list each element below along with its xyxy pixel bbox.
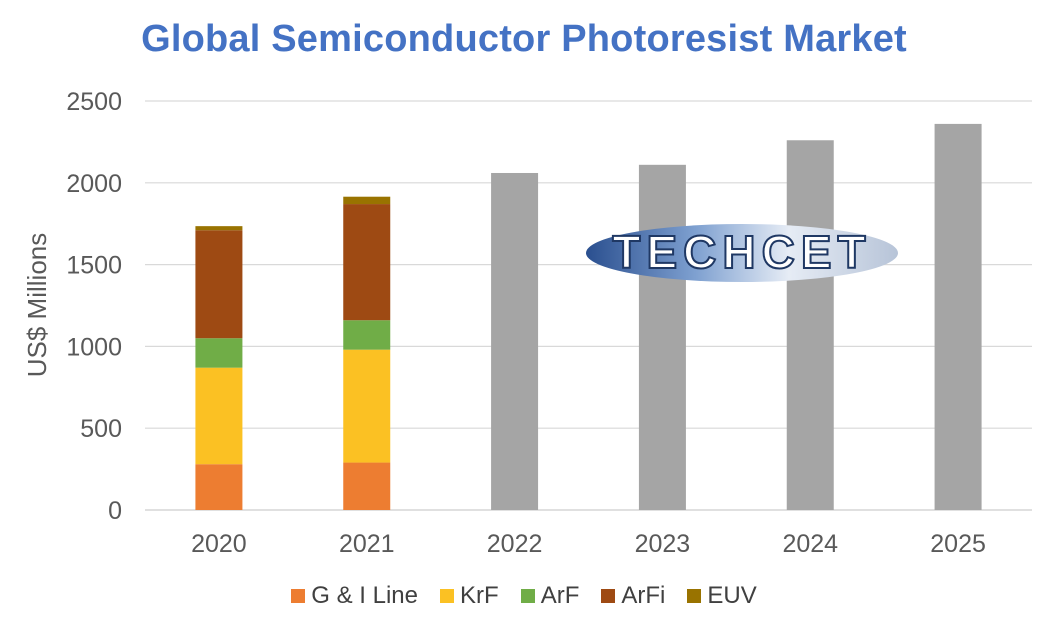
chart-title: Global Semiconductor Photoresist Market xyxy=(141,18,907,60)
logo-text: TECHCET xyxy=(612,226,871,278)
y-axis-label: US$ Millions xyxy=(22,233,52,378)
bar-2020-euv xyxy=(195,226,243,231)
bar-2021-g-i-line xyxy=(343,462,391,510)
bar-2025-total xyxy=(934,123,982,511)
legend-swatch xyxy=(687,589,702,603)
y-tick-label: 1500 xyxy=(66,252,122,280)
y-tick-label: 2500 xyxy=(66,88,122,116)
x-tick-label: 2023 xyxy=(635,530,691,558)
bar-2024-total xyxy=(786,140,834,510)
legend-swatch xyxy=(291,589,306,603)
bar-2023-total xyxy=(638,164,686,510)
y-axis-ticks: 0 500 1000 1500 2000 2500 xyxy=(66,88,122,525)
legend: G & I Line KrF ArF ArFi EUV xyxy=(0,582,1048,610)
y-tick-label: 2000 xyxy=(66,170,122,198)
techcet-logo: TECHCET xyxy=(586,224,898,282)
bar-2022-total xyxy=(491,172,539,510)
x-tick-label: 2020 xyxy=(191,530,247,558)
bar-2020-g-i-line xyxy=(195,464,243,510)
bar-2021-krf xyxy=(343,349,391,463)
x-axis-ticks: 2020 2021 2022 2023 2024 2025 xyxy=(191,530,986,558)
gridlines xyxy=(145,100,1032,511)
x-tick-label: 2022 xyxy=(487,530,543,558)
bars xyxy=(195,123,982,511)
legend-item: ArF xyxy=(520,582,580,610)
y-tick-label: 500 xyxy=(80,415,122,443)
x-tick-label: 2024 xyxy=(782,530,838,558)
y-tick-label: 1000 xyxy=(66,333,122,361)
bar-2021-arf xyxy=(343,320,391,350)
bar-2021-euv xyxy=(343,196,391,205)
x-tick-label: 2021 xyxy=(339,530,395,558)
bar-2020-arf xyxy=(195,338,243,368)
bar-2020-arfi xyxy=(195,230,243,339)
legend-label: G & I Line xyxy=(311,582,419,609)
legend-item: KrF xyxy=(440,582,499,610)
legend-label: EUV xyxy=(707,582,757,609)
y-tick-label: 0 xyxy=(108,497,122,525)
legend-item: G & I Line xyxy=(291,582,418,610)
legend-item: EUV xyxy=(687,582,757,610)
legend-swatch xyxy=(601,589,616,603)
legend-swatch xyxy=(440,589,455,603)
x-tick-label: 2025 xyxy=(930,530,986,558)
logo-ellipse xyxy=(586,224,898,282)
legend-item: ArFi xyxy=(601,582,665,610)
bar-2020-krf xyxy=(195,367,243,465)
legend-label: ArFi xyxy=(621,582,666,609)
legend-label: KrF xyxy=(460,582,499,609)
legend-label: ArF xyxy=(540,582,580,609)
legend-swatch xyxy=(520,589,535,603)
bar-2021-arfi xyxy=(343,204,391,321)
